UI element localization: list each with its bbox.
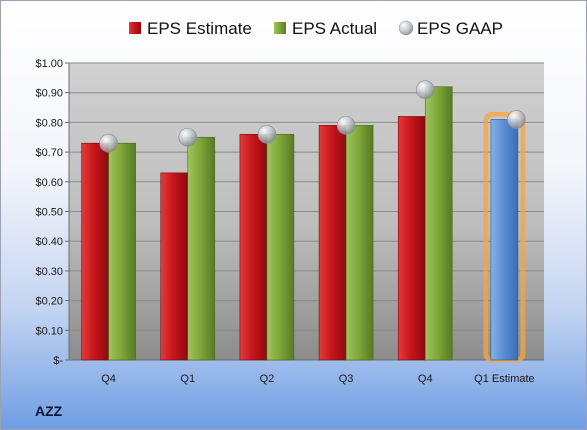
- eps-estimate-forecast-bar: [490, 119, 519, 361]
- x-tick-label: Q1 Estimate: [474, 373, 535, 385]
- bars: [81, 86, 526, 363]
- x-tick-label: Q3: [339, 373, 354, 385]
- eps-actual-bar: [187, 136, 216, 361]
- eps-estimate-bar: [81, 142, 109, 361]
- y-axis-ticks: $- $0.10 $0.20 $0.30 $0.40 $0.50 $0.60 $0.70 $0.…: [35, 58, 544, 367]
- eps-estimate-bar: [239, 133, 268, 361]
- y-tick-label: $0.10: [35, 325, 63, 337]
- legend-label: EPS Estimate: [147, 19, 252, 38]
- eps-actual-bar: [424, 86, 453, 361]
- eps-gaap-marker: [178, 127, 198, 147]
- x-axis-ticks: Q4 Q1 Q2 Q3 Q4 Q1 Estimate: [101, 373, 534, 385]
- legend: EPS Estimate EPS Actual EPS GAAP: [129, 19, 503, 38]
- eps-gaap-marker: [507, 110, 526, 129]
- x-tick-label: Q1: [180, 373, 195, 385]
- eps-gaap-marker: [415, 80, 435, 100]
- gaap-markers: [99, 80, 526, 153]
- x-tick-label: Q2: [260, 373, 275, 385]
- x-tick-label: Q4: [101, 373, 116, 385]
- legend-label: EPS Actual: [292, 19, 377, 38]
- gridlines: [69, 62, 544, 361]
- ticker-symbol: AZZ: [35, 403, 63, 419]
- y-tick-label: $0.70: [35, 147, 63, 159]
- y-tick-label: $0.40: [35, 236, 63, 248]
- y-tick-label: $0.20: [35, 296, 63, 308]
- eps-estimate-bar: [397, 116, 426, 361]
- legend-swatch: [274, 22, 286, 34]
- eps-actual-bar: [108, 142, 136, 361]
- legend-swatch: [129, 22, 141, 34]
- eps-gaap-marker: [99, 133, 118, 153]
- y-tick-label: $0.50: [35, 207, 63, 219]
- legend-swatch: [398, 20, 414, 36]
- eps-estimate-bar: [160, 172, 189, 361]
- eps-actual-bar: [266, 133, 295, 361]
- eps-estimate-bar: [318, 125, 347, 361]
- x-tick-label: Q4: [418, 373, 433, 385]
- eps-actual-bar: [345, 125, 374, 361]
- eps-gaap-marker: [336, 116, 356, 135]
- y-tick-label: $0.30: [35, 266, 63, 278]
- y-tick-label: $0.60: [35, 177, 63, 189]
- y-tick-label: $1.00: [35, 58, 63, 70]
- eps-gaap-marker: [257, 124, 277, 144]
- legend-label: EPS GAAP: [417, 19, 503, 38]
- y-tick-label: $-: [53, 355, 63, 367]
- y-tick-label: $0.80: [35, 117, 63, 129]
- y-tick-label: $0.90: [35, 88, 63, 100]
